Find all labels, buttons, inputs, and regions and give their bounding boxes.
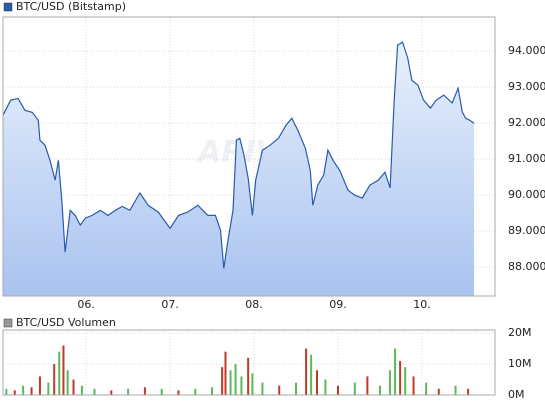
volume-bar (353, 382, 356, 395)
volume-bar (80, 385, 83, 395)
volume-bar (247, 357, 250, 395)
volume-bar (22, 385, 25, 395)
volume-bar (261, 382, 264, 395)
legend-swatch (3, 2, 13, 12)
volume-bar (58, 351, 61, 395)
y-tick-label: 94.000 (508, 44, 545, 57)
x-tick-label: 06. (77, 298, 95, 311)
volume-bar (394, 348, 397, 395)
plot-border (2, 329, 496, 396)
volume-bar (399, 360, 402, 395)
plot-border (2, 16, 496, 297)
price-line (2, 41, 475, 269)
y-tick-label: 88.000 (508, 260, 545, 273)
volume-bar (366, 376, 369, 395)
volume-bar (295, 382, 298, 395)
volume-bar (38, 376, 41, 395)
y-tick-label: 89.000 (508, 224, 545, 237)
volume-bar (224, 351, 227, 395)
volume-bar (221, 367, 224, 395)
volume-bar (30, 387, 33, 395)
y-tick-label: 90.000 (508, 188, 545, 201)
x-tick-label: 07. (161, 298, 179, 311)
volume-bar (5, 388, 8, 395)
volume-bar (324, 379, 327, 395)
volume-bar (13, 390, 16, 395)
y-tick-label: 0M (508, 388, 525, 401)
volume-bar (454, 385, 457, 395)
legend-label: BTC/USD (Bitstamp) (16, 0, 126, 13)
x-tick-label: 09. (329, 298, 347, 311)
volume-bar (240, 376, 243, 395)
volume-bar (437, 388, 440, 395)
y-tick-label: 20M (508, 326, 532, 339)
legend-swatch (3, 318, 13, 328)
volume-bar (93, 388, 96, 395)
y-tick-label: 92.000 (508, 116, 545, 129)
volume-bar (160, 388, 163, 395)
volume-bar (194, 388, 197, 395)
x-tick-label: 10. (413, 298, 431, 311)
volume-bar (72, 379, 75, 395)
volume-bar (467, 388, 470, 395)
volume-bar (211, 387, 214, 395)
volume-bar (229, 370, 232, 395)
volume-bar (177, 390, 180, 395)
y-tick-label: 93.000 (508, 80, 545, 93)
volume-bar (404, 367, 407, 395)
volume-bar (425, 382, 428, 395)
volume-bar (378, 385, 381, 395)
volume-bar (251, 373, 254, 395)
volume-bar (66, 370, 69, 395)
volume-bar (305, 348, 308, 395)
volume-bar (110, 390, 113, 395)
area (3, 42, 474, 297)
volume-bar (336, 385, 339, 395)
volume-bar (234, 364, 237, 395)
legend-label: BTC/USD Volumen (16, 316, 116, 329)
volume-bar (278, 385, 281, 395)
volume-bar (143, 387, 146, 395)
volume-bar (62, 345, 65, 395)
volume-bar (412, 376, 415, 395)
volume-bar (389, 370, 392, 395)
y-tick-label: 10M (508, 357, 532, 370)
volume-bar (316, 370, 319, 395)
x-tick-label: 08. (245, 298, 263, 311)
volume-bar (127, 388, 130, 395)
volume-bar (53, 364, 56, 395)
volume-bar (47, 382, 50, 395)
y-tick-label: 91.000 (508, 152, 545, 165)
volume-bar (310, 354, 313, 395)
